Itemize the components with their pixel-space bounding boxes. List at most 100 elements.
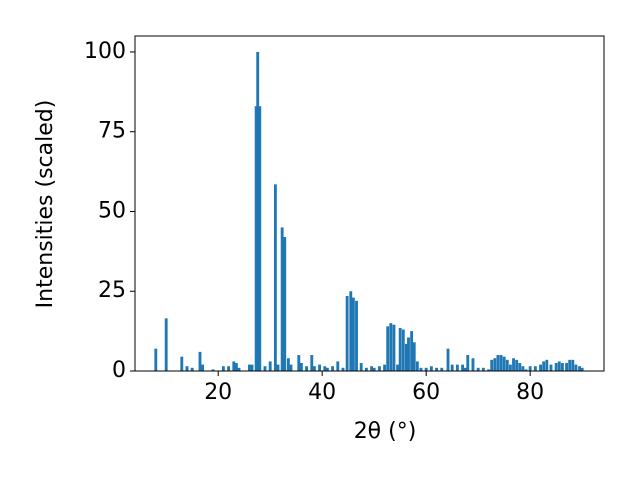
bar — [276, 364, 280, 371]
axes-frame — [134, 35, 605, 372]
bar — [180, 356, 184, 371]
bar — [331, 366, 335, 371]
bar — [463, 367, 467, 371]
bar — [349, 291, 353, 371]
bar — [383, 364, 387, 371]
bar — [429, 366, 433, 371]
bar — [412, 342, 416, 371]
bar — [325, 367, 329, 371]
bar — [521, 366, 525, 371]
bar — [185, 366, 189, 371]
bar — [450, 364, 454, 371]
bar — [398, 327, 402, 371]
bar — [250, 364, 254, 371]
bar — [476, 367, 480, 371]
bar — [410, 331, 414, 371]
bar — [571, 359, 575, 371]
bar — [299, 363, 303, 371]
bar — [198, 351, 202, 371]
bar — [466, 355, 470, 371]
bar — [389, 323, 393, 371]
bar — [554, 363, 558, 371]
bar — [560, 363, 564, 371]
bar — [190, 367, 194, 371]
bar — [237, 367, 241, 371]
bar — [247, 364, 251, 371]
bar — [512, 358, 515, 371]
bar — [318, 364, 322, 371]
bar — [471, 358, 475, 371]
bar — [533, 366, 537, 371]
bar — [154, 348, 158, 371]
bar — [515, 359, 519, 371]
bar — [407, 337, 410, 371]
bar — [273, 184, 277, 371]
bar — [419, 367, 423, 371]
bar — [221, 366, 225, 371]
bar — [557, 361, 561, 371]
bar — [539, 364, 542, 371]
bar — [258, 106, 262, 371]
bar — [524, 369, 528, 371]
bar — [211, 369, 215, 371]
bar — [528, 366, 532, 371]
x-tick-label: 80 — [516, 380, 544, 405]
bar — [256, 51, 260, 371]
bar — [234, 363, 238, 371]
bar — [268, 361, 272, 371]
bar — [487, 369, 490, 371]
bar — [424, 367, 428, 371]
x-tick-label: 60 — [412, 380, 440, 405]
bar — [254, 106, 258, 371]
bar — [542, 361, 546, 371]
bar — [305, 366, 309, 371]
bar — [201, 364, 205, 371]
bar — [263, 366, 267, 371]
bar — [351, 297, 355, 371]
bar — [502, 356, 506, 371]
bar — [386, 326, 390, 371]
bar — [404, 343, 408, 371]
x-tick-label: 40 — [308, 380, 336, 405]
bar — [364, 367, 368, 371]
bar — [297, 355, 301, 371]
bar — [490, 359, 494, 371]
bar — [283, 237, 287, 371]
y-tick-label: 100 — [84, 39, 126, 64]
bar — [508, 364, 512, 371]
y-tick-label: 50 — [98, 198, 126, 223]
bar — [227, 366, 231, 371]
bar — [435, 367, 439, 371]
bar — [549, 364, 553, 371]
bar — [481, 367, 485, 371]
bar — [359, 363, 363, 371]
bar — [545, 359, 549, 371]
x-axis-label: 2θ (°) — [354, 419, 417, 444]
bar — [336, 361, 340, 371]
bar — [280, 227, 284, 371]
bar — [518, 363, 522, 371]
bar — [568, 359, 572, 371]
bar — [461, 364, 465, 371]
bar — [164, 318, 168, 371]
bar — [323, 366, 327, 371]
bar — [396, 364, 400, 371]
y-tick-label: 0 — [112, 358, 126, 383]
y-tick-label: 25 — [98, 278, 126, 303]
bar — [392, 324, 396, 371]
bar — [499, 355, 503, 371]
bar — [505, 359, 509, 371]
bar — [289, 364, 293, 371]
bar — [496, 355, 500, 371]
bar — [310, 355, 314, 371]
bar — [580, 367, 584, 371]
x-tick-label: 20 — [204, 380, 232, 405]
bar — [286, 358, 290, 371]
bar — [574, 364, 578, 371]
bar — [415, 361, 419, 371]
bar — [401, 329, 405, 371]
bar — [345, 296, 349, 371]
bar — [455, 364, 459, 371]
bar — [493, 358, 497, 371]
